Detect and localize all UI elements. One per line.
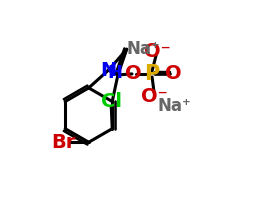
Text: N: N [100, 61, 116, 80]
Text: O: O [165, 64, 181, 83]
Text: O⁻: O⁻ [144, 42, 171, 61]
Text: P: P [144, 64, 160, 84]
Text: Br: Br [51, 133, 76, 152]
Text: O⁻: O⁻ [141, 87, 168, 106]
Text: Na⁺: Na⁺ [126, 40, 160, 58]
Text: O: O [125, 64, 141, 83]
Text: Na⁺: Na⁺ [157, 97, 191, 115]
Text: Cl: Cl [101, 92, 122, 111]
Text: H: H [107, 64, 122, 82]
